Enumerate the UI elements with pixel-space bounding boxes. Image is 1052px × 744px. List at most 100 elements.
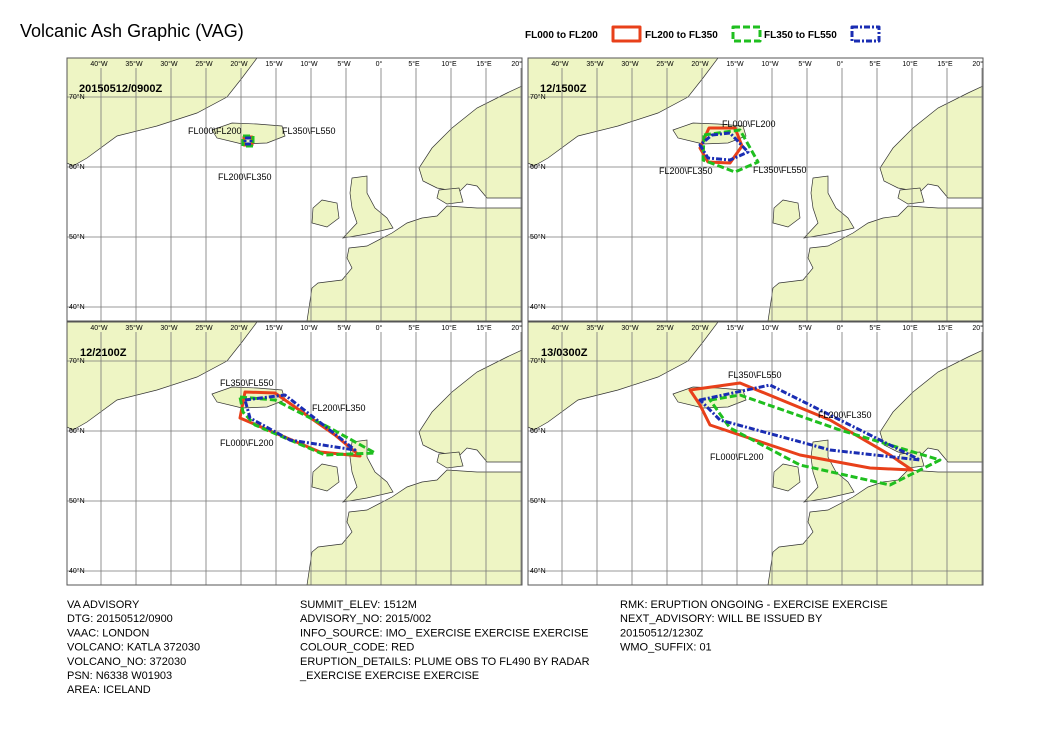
lon-label: 15°W (726, 324, 744, 332)
lat-label: 50°N (69, 497, 85, 505)
advisory-line: INFO_SOURCE: IMO_ EXERCISE EXERCISE EXER… (300, 627, 589, 639)
lon-label: 10°E (441, 324, 457, 332)
advisory-line: VOLCANO_NO: 372030 (67, 656, 186, 668)
ash-label: FL000\FL200 (220, 438, 274, 448)
ash-label: FL200\FL350 (659, 166, 713, 176)
lon-label: 5°W (337, 60, 351, 68)
lon-label: 5°E (408, 324, 420, 332)
lon-label: 0° (376, 324, 383, 332)
lat-label: 50°N (530, 497, 546, 505)
ash-area (238, 390, 362, 458)
ash-area (243, 393, 357, 452)
panel-time: 20150512/0900Z (79, 83, 162, 95)
map-panel: 40°W 35°W 30°W 25°W 20°W 15°W 10°W 5°W 0° 5°E 10°E… (528, 322, 988, 585)
lon-label: 30°W (621, 324, 639, 332)
ash-area (243, 136, 253, 146)
lat-label: 60°N (530, 163, 546, 171)
lon-label: 30°W (160, 324, 178, 332)
lon-label: 5°W (798, 60, 812, 68)
lon-label: 25°W (656, 324, 674, 332)
lon-label: 40°W (90, 60, 108, 68)
ash-label: FL200\FL350 (218, 172, 272, 182)
lon-label: 15°E (476, 324, 492, 332)
lon-label: 40°W (90, 324, 108, 332)
legend-label: FL350 to FL550 (764, 30, 837, 41)
graticule (528, 68, 983, 321)
advisory-line: VA ADVISORY (67, 599, 140, 611)
lon-label: 25°W (656, 60, 674, 68)
map-panel: 40°W 35°W 30°W 25°W 20°W 15°W 10°W 5°W 0° 5°E 10°E… (528, 58, 988, 321)
lat-label: 40°N (530, 567, 546, 575)
lon-label: 5°W (337, 324, 351, 332)
lon-label: 20°E (511, 60, 527, 68)
legend: FL000 to FL200 FL200 to FL350 FL350 to FL5… (525, 25, 881, 43)
lon-label: 15°E (937, 324, 953, 332)
panel-time: 12/1500Z (540, 83, 587, 95)
map-panel: 40°W 35°W 30°W 25°W 20°W 15°W 10°W 5°W 0° 5°E 10°E… (67, 322, 527, 585)
lon-label: 20°W (230, 60, 248, 68)
lon-label: 5°E (869, 324, 881, 332)
graticule (67, 68, 522, 321)
lon-label: 5°E (869, 60, 881, 68)
advisory-text: VA ADVISORY DTG: 20150512/0900 VAAC: LONDO… (67, 599, 888, 696)
lon-label: 20°E (972, 60, 988, 68)
lon-label: 25°W (195, 324, 213, 332)
lat-label: 50°N (530, 233, 546, 241)
lon-label: 15°E (937, 60, 953, 68)
ash-label: FL000\FL200 (188, 126, 242, 136)
ash-area (708, 393, 942, 487)
panels: 40°W 35°W 30°W 25°W 20°W 15°W 10°W 5°W 0° 5°E 10°E… (66, 57, 988, 586)
legend-label: FL000 to FL200 (525, 30, 598, 41)
ash-label: FL350\FL550 (220, 378, 274, 388)
lon-label: 20°E (972, 324, 988, 332)
legend-swatch (850, 25, 881, 43)
panel-frame (66, 321, 523, 586)
advisory-line: COLOUR_CODE: RED (300, 642, 414, 654)
advisory-line: AREA: ICELAND (67, 684, 151, 696)
lon-label: 20°E (511, 324, 527, 332)
lat-label: 70°N (530, 357, 546, 365)
legend-swatch (611, 25, 642, 43)
lon-label: 15°W (726, 60, 744, 68)
lon-label: 10°W (300, 324, 318, 332)
lon-label: 10°W (761, 60, 779, 68)
legend-label: FL200 to FL350 (645, 30, 718, 41)
advisory-line: WMO_SUFFIX: 01 (620, 642, 712, 654)
lat-label: 40°N (530, 303, 546, 311)
lon-label: 15°E (476, 60, 492, 68)
lon-label: 20°W (230, 324, 248, 332)
lat-label: 70°N (530, 93, 546, 101)
advisory-line: VOLCANO: KATLA 372030 (67, 642, 200, 654)
lon-label: 15°W (265, 324, 283, 332)
lon-label: 35°W (586, 60, 604, 68)
panel-frame (527, 321, 984, 586)
lon-label: 10°E (902, 324, 918, 332)
advisory-line: DTG: 20150512/0900 (67, 613, 173, 625)
advisory-line: PSN: N6338 W01903 (67, 670, 172, 682)
advisory-line: RMK: ERUPTION ONGOING - EXERCISE EXERCIS… (620, 599, 888, 611)
panel-frame (66, 57, 523, 322)
title: Volcanic Ash Graphic (VAG) (20, 21, 244, 41)
ash-label: FL350\FL550 (282, 126, 336, 136)
lat-label: 70°N (69, 357, 85, 365)
advisory-line: ERUPTION_DETAILS: PLUME OBS TO FL490 BY … (300, 656, 590, 668)
lat-label: 60°N (69, 163, 85, 171)
ash-area (698, 126, 744, 165)
ash-label: FL000\FL200 (722, 119, 776, 129)
lat-label: 40°N (69, 567, 85, 575)
lat-label: 40°N (69, 303, 85, 311)
advisory-line: NEXT_ADVISORY: WILL BE ISSUED BY (620, 613, 823, 625)
lon-label: 35°W (125, 60, 143, 68)
lon-label: 10°E (902, 60, 918, 68)
lat-label: 60°N (69, 427, 85, 435)
ash-label: FL200\FL350 (312, 403, 366, 413)
panel-annotations: 20150512/0900Z FL000\FL200 FL350\FL550 F… (79, 83, 872, 462)
graticule (67, 332, 522, 585)
advisory-line: 20150512/1230Z (620, 627, 703, 639)
lon-label: 40°W (551, 60, 569, 68)
lon-label: 25°W (195, 60, 213, 68)
ash-label: FL000\FL200 (710, 452, 764, 462)
lon-label: 0° (837, 324, 844, 332)
advisory-line: ADVISORY_NO: 2015/002 (300, 613, 431, 625)
